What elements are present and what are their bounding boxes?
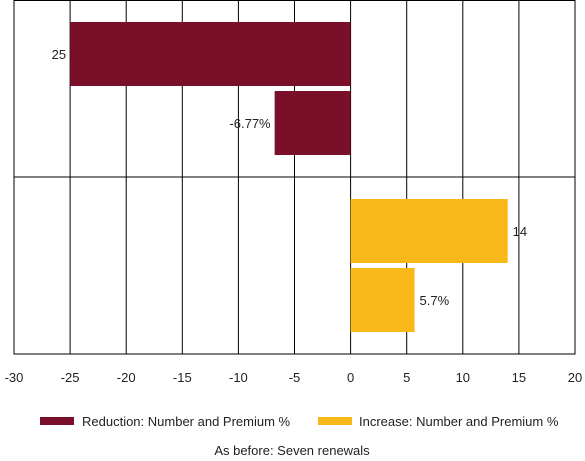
data-label: 14 bbox=[513, 224, 527, 239]
data-label: 5.7% bbox=[420, 293, 450, 308]
data-label: 25 bbox=[52, 47, 66, 62]
legend: Reduction: Number and Premium % Increase… bbox=[40, 414, 559, 429]
x-tick-label: -5 bbox=[289, 370, 301, 385]
x-tick-label: -20 bbox=[117, 370, 136, 385]
plot-frame bbox=[13, 0, 576, 355]
legend-label-increase: Increase: Number and Premium % bbox=[359, 414, 559, 429]
bar-increase bbox=[350, 268, 415, 332]
x-tick-label: 20 bbox=[568, 370, 582, 385]
bar-increase bbox=[350, 199, 508, 263]
legend-swatch-increase bbox=[318, 417, 352, 425]
x-tick-label: 15 bbox=[512, 370, 526, 385]
x-tick-label: -15 bbox=[173, 370, 192, 385]
bar-reduction bbox=[274, 91, 351, 155]
x-tick-label: -30 bbox=[5, 370, 24, 385]
data-label: -6.77% bbox=[229, 116, 271, 131]
plot-border bbox=[13, 0, 576, 355]
chart-note: As before: Seven renewals bbox=[214, 443, 370, 458]
bar-reduction bbox=[70, 22, 351, 86]
bars bbox=[14, 22, 575, 332]
data-labels: 25 -6.77% 14 5.7% bbox=[52, 47, 528, 308]
x-tick-labels: -30 -25 -20 -15 -10 -5 0 5 10 15 20 bbox=[5, 370, 583, 385]
x-tick-label: -10 bbox=[229, 370, 248, 385]
legend-label-reduction: Reduction: Number and Premium % bbox=[82, 414, 291, 429]
x-tick-label: -25 bbox=[61, 370, 80, 385]
x-tick-label: 10 bbox=[456, 370, 470, 385]
x-tick-label: 0 bbox=[347, 370, 354, 385]
legend-swatch-reduction bbox=[40, 417, 74, 425]
x-tick-label: 5 bbox=[403, 370, 410, 385]
